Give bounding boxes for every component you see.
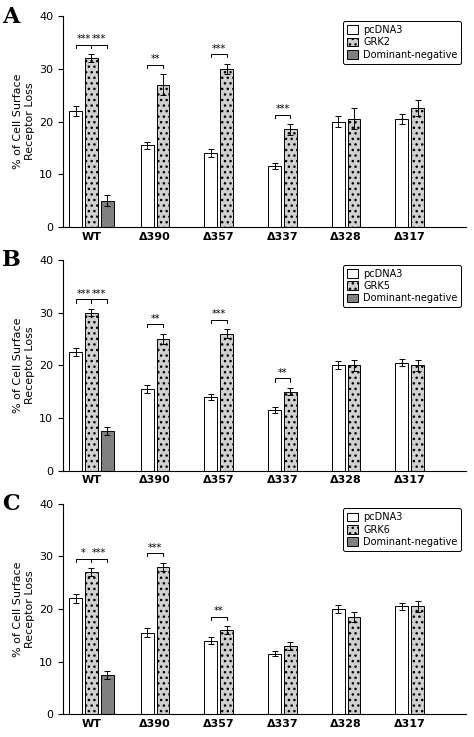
Bar	[395, 363, 408, 471]
Bar	[411, 108, 424, 227]
Bar	[141, 145, 154, 227]
Text: ***: ***	[275, 104, 290, 114]
Y-axis label: % of Cell Surface
Receptor Loss: % of Cell Surface Receptor Loss	[13, 74, 35, 170]
Bar	[69, 111, 82, 227]
Bar	[332, 609, 345, 714]
Bar	[204, 640, 218, 714]
Bar	[220, 334, 233, 471]
Bar	[332, 366, 345, 471]
Legend: pcDNA3, GRK5, Dominant-negative: pcDNA3, GRK5, Dominant-negative	[343, 265, 461, 307]
Text: A: A	[2, 6, 20, 27]
Bar	[101, 200, 114, 227]
Text: ***: ***	[212, 43, 226, 54]
Text: C: C	[2, 493, 20, 515]
Bar	[101, 431, 114, 471]
Bar	[284, 130, 297, 227]
Bar	[204, 397, 218, 471]
Y-axis label: % of Cell Surface
Receptor Loss: % of Cell Surface Receptor Loss	[13, 561, 35, 657]
Bar	[284, 646, 297, 714]
Bar	[395, 119, 408, 227]
Bar	[332, 122, 345, 227]
Text: B: B	[2, 249, 21, 271]
Text: ***: ***	[92, 289, 107, 298]
Bar	[411, 607, 424, 714]
Bar	[347, 366, 360, 471]
Bar	[69, 352, 82, 471]
Bar	[204, 153, 218, 227]
Bar	[156, 339, 169, 471]
Text: ***: ***	[148, 542, 162, 553]
Bar	[395, 607, 408, 714]
Text: ***: ***	[92, 548, 107, 559]
Text: ***: ***	[76, 34, 91, 44]
Bar	[101, 675, 114, 714]
Text: ***: ***	[92, 34, 107, 44]
Text: **: **	[214, 607, 224, 616]
Bar	[284, 391, 297, 471]
Bar	[347, 617, 360, 714]
Y-axis label: % of Cell Surface
Receptor Loss: % of Cell Surface Receptor Loss	[13, 318, 35, 413]
Bar	[156, 567, 169, 714]
Bar	[85, 572, 98, 714]
Text: **: **	[150, 314, 160, 324]
Bar	[268, 167, 281, 227]
Bar	[85, 312, 98, 471]
Bar	[347, 119, 360, 227]
Bar	[220, 630, 233, 714]
Text: ***: ***	[212, 310, 226, 319]
Text: ***: ***	[76, 289, 91, 298]
Bar	[268, 410, 281, 471]
Bar	[141, 632, 154, 714]
Bar	[411, 366, 424, 471]
Bar	[85, 58, 98, 227]
Text: *: *	[81, 548, 86, 559]
Legend: pcDNA3, GRK6, Dominant-negative: pcDNA3, GRK6, Dominant-negative	[343, 509, 461, 551]
Bar	[69, 598, 82, 714]
Bar	[141, 389, 154, 471]
Bar	[220, 69, 233, 227]
Bar	[156, 85, 169, 227]
Bar	[268, 654, 281, 714]
Text: **: **	[278, 368, 287, 378]
Text: **: **	[150, 54, 160, 64]
Legend: pcDNA3, GRK2, Dominant-negative: pcDNA3, GRK2, Dominant-negative	[343, 21, 461, 63]
